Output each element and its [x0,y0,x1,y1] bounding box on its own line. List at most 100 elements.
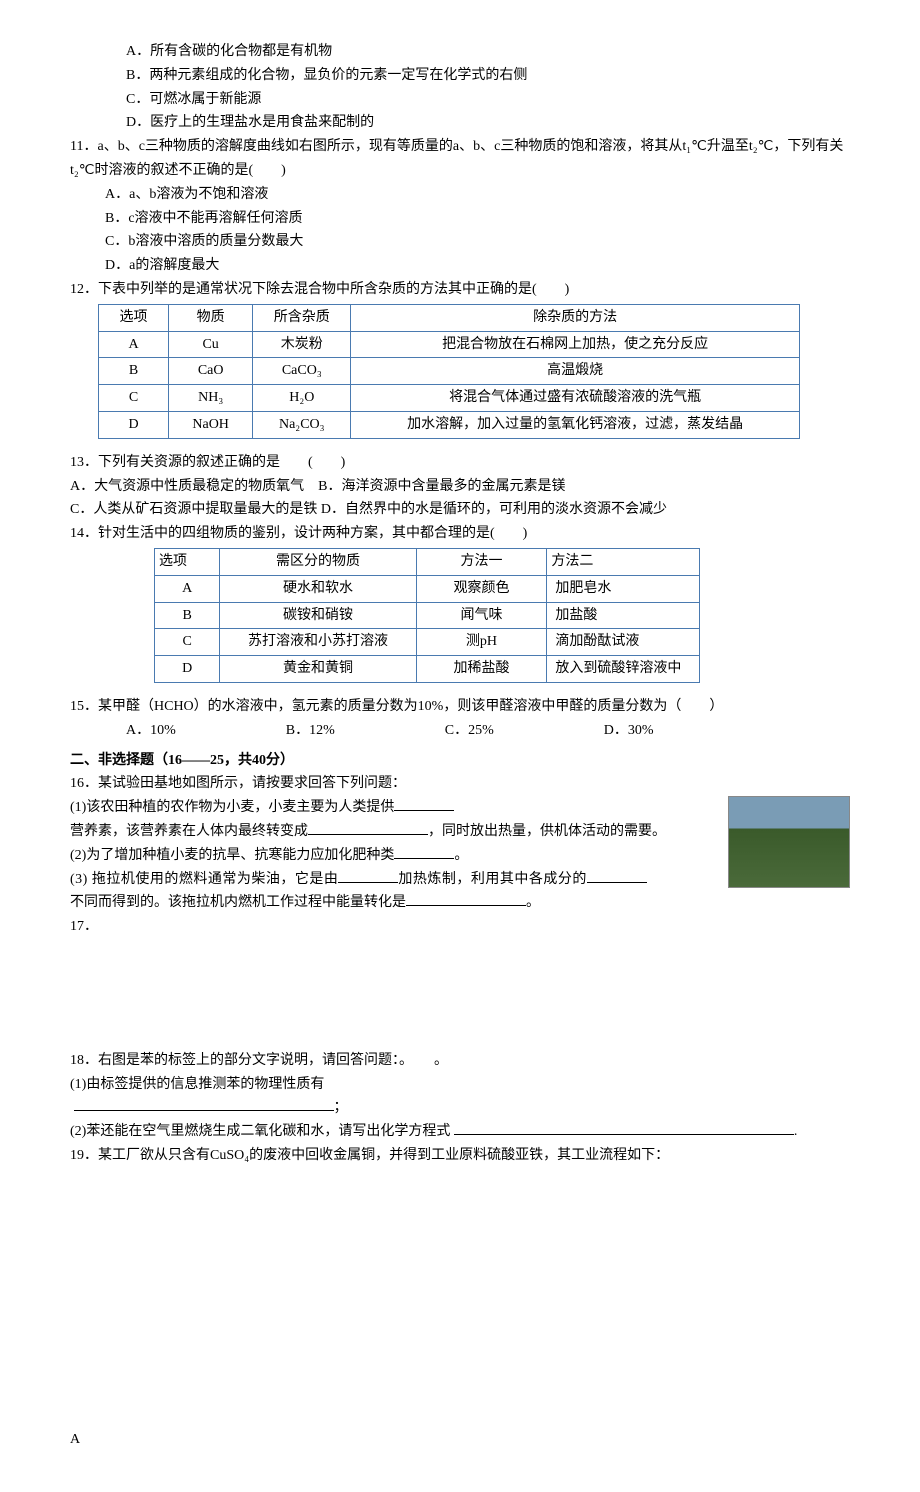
q16-p3a: (3) 拖拉机使用的燃料通常为柴油，它是由 [70,872,338,887]
cell: 高温煅烧 [351,358,800,385]
cell: 黄金和黄铜 [220,656,416,683]
q15-opt-a: A．10% [126,719,176,743]
q10-opt-b: B．两种元素组成的化合物，显负价的元素一定写在化学式的右侧 [126,68,527,83]
q18-p1b: ； [334,1100,348,1115]
q16-p2b: 。 [454,848,468,863]
table-row: 选项 物质 所含杂质 除杂质的方法 [99,304,800,331]
q13-stem: 13．下列有关资源的叙述正确的是 ( ) [70,451,850,475]
cell: 苏打溶液和小苏打溶液 [220,629,416,656]
cell: Cu [169,331,253,358]
cell: 将混合气体通过盛有浓硫酸溶液的洗气瓶 [351,385,800,412]
cell: C [99,385,169,412]
cell: 观察颜色 [416,575,547,602]
q14-stem: 14．针对生活中的四组物质的鉴别，设计两种方案，其中都合理的是( ) [70,522,850,546]
blank[interactable] [406,891,526,906]
cell: Na₂CO₃ [253,411,351,438]
q15-opt-c: C．25% [445,719,494,743]
cell: 加稀盐酸 [416,656,547,683]
q18-p1a: (1)由标签提供的信息推测苯的物理性质有 [70,1073,850,1097]
q15-opt-d: D．30% [604,719,654,743]
cell: CaCO₃ [253,358,351,385]
cell: B [99,358,169,385]
blank[interactable] [454,1120,794,1135]
q11-stem: 11．a、b、c三种物质的溶解度曲线如右图所示，现有等质量的a、b、c三种物质的… [70,135,850,183]
cell: 硬水和软水 [220,575,416,602]
q13-opt-b: B．海洋资源中含量最多的金属元素是镁 [318,479,565,494]
q15-stem: 15．某甲醛（HCHO）的水溶液中，氢元素的质量分数为10%，则该甲醛溶液中甲醛… [70,695,850,719]
cell: 加肥皂水 [547,575,700,602]
q16-p1c: ，同时放出热量，供机体活动的需要。 [428,824,666,839]
q10-opt-d: D．医疗上的生理盐水是用食盐来配制的 [126,115,374,130]
q11-opt-c: C．b溶液中溶质的质量分数最大 [105,234,303,249]
cell: NH₃ [169,385,253,412]
table-row: B CaO CaCO₃ 高温煅烧 [99,358,800,385]
section2-title: 二、非选择题（16——25，共40分） [70,749,850,773]
q11-opt-d: D．a的溶解度最大 [105,258,219,273]
blank[interactable] [308,820,428,835]
q17-stem: 17． [70,915,850,939]
cell: A [155,575,220,602]
q12-h1: 物质 [169,304,253,331]
cell: 滴加酚酞试液 [547,629,700,656]
q18-p2b: . [794,1124,798,1139]
q16-stem: 16．某试验田基地如图所示，请按要求回答下列问题： [70,772,850,796]
blank[interactable] [394,796,454,811]
q13-opt-a: A．大气资源中性质最稳定的物质氧气 [70,479,304,494]
q12-h0: 选项 [99,304,169,331]
q12-h3: 除杂质的方法 [351,304,800,331]
cell: C [155,629,220,656]
field-photo [728,796,850,888]
cell: 放入到硫酸锌溶液中 [547,656,700,683]
q16-p3b: 加热炼制，利用其中各成分的 [398,872,587,887]
cell: 闻气味 [416,602,547,629]
cell: B [155,602,220,629]
cell: H₂O [253,385,351,412]
blank[interactable] [394,844,454,859]
q14-table: 选项 需区分的物质 方法一 方法二 A 硬水和软水 观察颜色 加肥皂水 B 碳铵… [154,548,700,683]
cell: D [99,411,169,438]
q18-stem: 18．右图是苯的标签上的部分文字说明，请回答问题：。 。 [70,1049,850,1073]
q13-opt-c: C．人类从矿石资源中提取量最大的是铁 [70,502,317,517]
q12-stem: 12．下表中列举的是通常状况下除去混合物中所含杂质的方法其中正确的是( ) [70,278,850,302]
cell: NaOH [169,411,253,438]
cell: 把混合物放在石棉网上加热，使之充分反应 [351,331,800,358]
q14-h0: 选项 [155,548,220,575]
q10-opt-c: C．可燃冰属于新能源 [126,92,261,107]
q10-opt-a: A．所有含碳的化合物都是有机物 [126,44,332,59]
table-row: D 黄金和黄铜 加稀盐酸 放入到硫酸锌溶液中 [155,656,700,683]
q14-h2: 方法一 [416,548,547,575]
q16-p3d: 。 [526,895,540,910]
table-row: A Cu 木炭粉 把混合物放在石棉网上加热，使之充分反应 [99,331,800,358]
q14-h1: 需区分的物质 [220,548,416,575]
blank[interactable] [587,868,647,883]
q14-h3: 方法二 [547,548,700,575]
cell: 加水溶解，加入过量的氢氧化钙溶液，过滤，蒸发结晶 [351,411,800,438]
blank[interactable] [74,1096,334,1111]
table-row: D NaOH Na₂CO₃ 加水溶解，加入过量的氢氧化钙溶液，过滤，蒸发结晶 [99,411,800,438]
page-footer: A [70,1428,850,1452]
q18-p2a: (2)苯还能在空气里燃烧生成二氧化碳和水，请写出化学方程式 [70,1124,450,1139]
table-row: C 苏打溶液和小苏打溶液 测pH 滴加酚酞试液 [155,629,700,656]
cell: A [99,331,169,358]
q13-opt-d: D．自然界中的水是循环的，可利用的淡水资源不会减少 [321,502,667,517]
q12-h2: 所含杂质 [253,304,351,331]
blank[interactable] [338,868,398,883]
cell: 碳铵和硝铵 [220,602,416,629]
cell: 木炭粉 [253,331,351,358]
q16-p1a: (1)该农田种植的农作物为小麦，小麦主要为人类提供 [70,800,394,815]
q11-opt-a: A．a、b溶液为不饱和溶液 [105,187,268,202]
cell: CaO [169,358,253,385]
q12-table: 选项 物质 所含杂质 除杂质的方法 A Cu 木炭粉 把混合物放在石棉网上加热，… [98,304,800,439]
table-row: 选项 需区分的物质 方法一 方法二 [155,548,700,575]
q19-stem: 19．某工厂欲从只含有CuSO₄的废液中回收金属铜，并得到工业原料硫酸亚铁，其工… [70,1144,850,1168]
q16-p2a: (2)为了增加种植小麦的抗旱、抗寒能力应加化肥种类 [70,848,394,863]
q11-opt-b: B．c溶液中不能再溶解任何溶质 [105,211,303,226]
table-row: B 碳铵和硝铵 闻气味 加盐酸 [155,602,700,629]
cell: D [155,656,220,683]
q15-opt-b: B．12% [286,719,335,743]
table-row: C NH₃ H₂O 将混合气体通过盛有浓硫酸溶液的洗气瓶 [99,385,800,412]
q16-p3c: 不同而得到的。该拖拉机内燃机工作过程中能量转化是 [70,895,406,910]
q16-p1b: 营养素，该营养素在人体内最终转变成 [70,824,308,839]
cell: 测pH [416,629,547,656]
cell: 加盐酸 [547,602,700,629]
